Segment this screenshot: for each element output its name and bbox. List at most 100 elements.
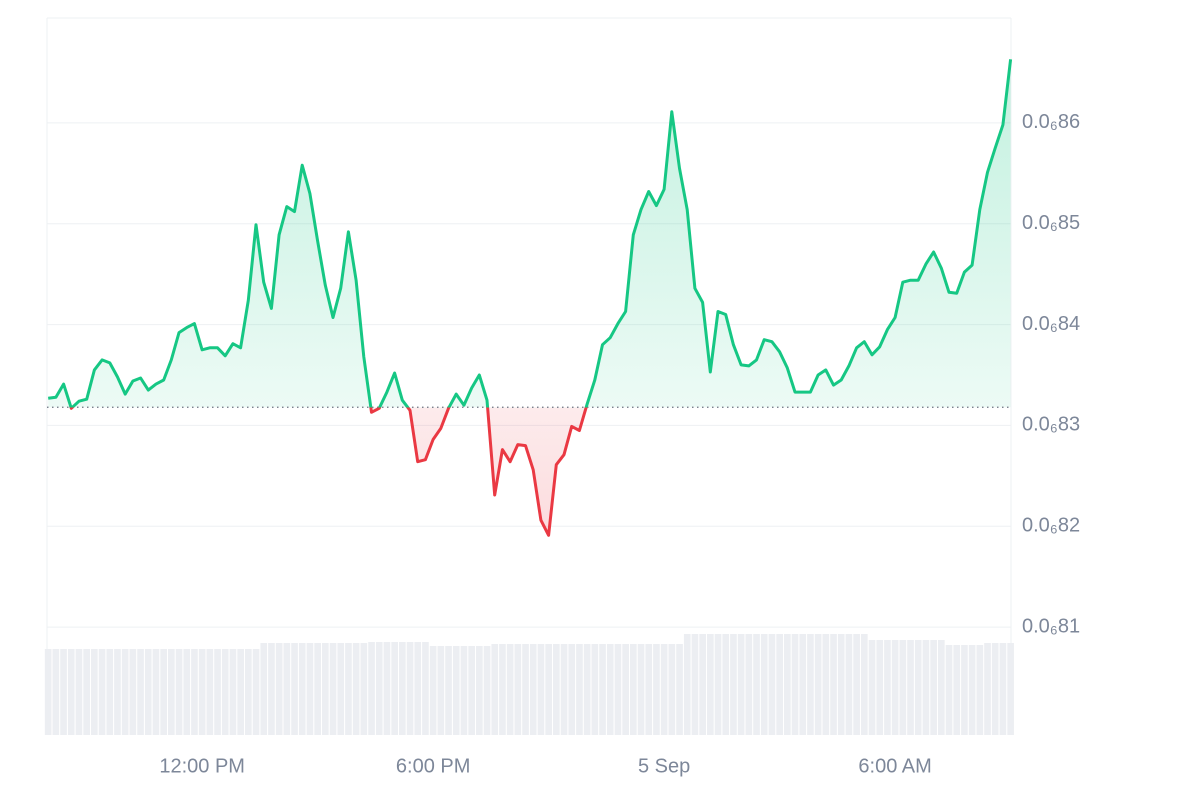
x-tick-label: 12:00 PM [159,755,245,777]
volume-bar [568,644,576,735]
volume-bar [452,646,460,735]
volume-bar [791,634,799,735]
volume-bar [160,649,167,735]
y-tick-label: 0.0₆82 [1022,515,1080,537]
volume-bar [891,640,899,735]
volume-bar [83,649,90,735]
volume-bar [860,634,868,735]
price-line [48,59,1013,537]
area [48,59,1011,536]
volume-bar [799,634,807,735]
volume-bar [445,646,452,735]
volume-bar [606,644,614,735]
volume-bar [822,634,830,735]
volume-bar [868,640,876,735]
volume-bar [730,634,737,735]
volume-bar [668,644,676,735]
volume-bar [483,646,491,735]
volume-bar [660,644,668,735]
volume-bar [630,644,637,735]
y-tick-label: 0.0₆83 [1022,414,1080,436]
volume-bar [884,640,891,735]
volume-bar [368,642,375,735]
volume-bar [44,649,52,735]
volume-bar [707,634,714,735]
volume-bar [930,640,937,735]
volume-bar [676,644,683,735]
volume-bar [853,634,860,735]
volume-bar [237,649,244,735]
volume-bar [106,649,114,735]
volume-bar [491,644,499,735]
volume-bar [383,642,391,735]
volume-bar [907,640,914,735]
volume-bar [406,642,414,735]
volume-bar [75,649,83,735]
volume-bar [460,646,468,735]
volume-bar [537,644,545,735]
volume-bar [514,644,522,735]
volume-bar [645,644,653,735]
volume-bar [468,646,475,735]
volume-bar [560,644,568,735]
volume-bar [91,649,98,735]
volume-bar [121,649,129,735]
volume-bar [991,643,999,735]
volume-bar [876,640,884,735]
volume-bar [622,644,629,735]
volume-bar [760,634,768,735]
volume-bar [553,644,560,735]
volume-bar [945,645,953,735]
volume-bar [206,649,214,735]
volume-bar [961,645,968,735]
volume-bar [837,634,845,735]
volume-bar [999,643,1007,735]
x-tick-label: 5 Sep [638,755,690,777]
y-tick-label: 0.0₆86 [1022,111,1080,133]
volume-bar [60,649,67,735]
volume-bar [229,649,237,735]
volume-bar [144,649,152,735]
volume-bar [522,644,529,735]
volume-bar [391,642,398,735]
volume-bar [137,649,144,735]
volume-bar [953,645,961,735]
volume-bar [737,634,745,735]
volume-bar [67,649,75,735]
volume-bar [968,645,976,735]
volume-bar [168,649,175,735]
volume-bar [98,649,106,735]
volume-bar [268,643,275,735]
volume-bar [329,643,337,735]
volume-bar [845,634,853,735]
volume-bar [191,649,198,735]
volume-bar [768,634,776,735]
volume-bar [984,643,991,735]
volume-bar [152,649,160,735]
y-tick-label: 0.0₆85 [1022,212,1080,234]
volume-bar [976,645,984,735]
volume-bar [175,649,183,735]
volume-bar [437,646,445,735]
volume-bar [422,642,429,735]
volume-bar [637,644,645,735]
volume-bar [375,642,383,735]
volume-bar [291,643,298,735]
volume-bar [499,644,506,735]
y-tick-label: 0.0₆84 [1022,313,1080,335]
x-tick-label: 6:00 AM [858,755,931,777]
volume-bar [745,634,753,735]
volume-bar [298,643,306,735]
volume-bar [714,634,722,735]
x-tick-label: 6:00 PM [396,755,470,777]
y-tick-label: 0.0₆81 [1022,615,1080,637]
volume-bar [183,649,191,735]
volume-bar [306,643,314,735]
volume-bar [783,634,791,735]
volume-bar [545,644,552,735]
volume-bar [337,643,345,735]
volume-bar [753,634,760,735]
volume-bar [722,634,730,735]
volume-bar [699,634,706,735]
volume-bar [591,644,599,735]
